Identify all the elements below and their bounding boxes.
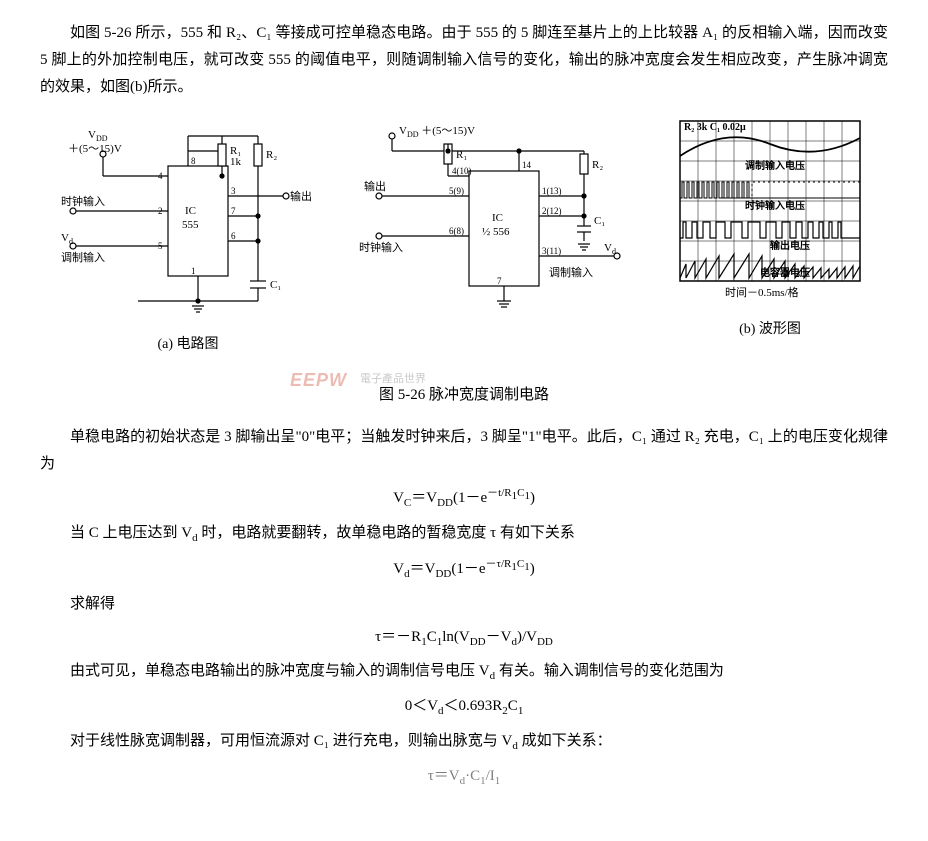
figure-a-caption: (a) 电路图 (157, 332, 218, 357)
svg-text:Vd: Vd (604, 242, 616, 256)
svg-text:1: 1 (191, 266, 196, 276)
svg-text:R₁: R₁ (456, 149, 467, 161)
paragraph-6: 对于线性脉宽调制器，可用恒流源对 C₁ 进行充电，则输出脉宽与 Vd 成如下关系… (40, 728, 888, 757)
svg-text:2(12): 2(12) (542, 206, 562, 216)
paragraph-4: 求解得 (40, 591, 888, 618)
svg-text:8: 8 (191, 156, 196, 166)
paragraph-2: 单稳电路的初始状态是 3 脚输出呈"0"电平；当触发时钟来后，3 脚呈"1"电平… (40, 424, 888, 478)
figures-row: VDD ＋(5～15)V R₁ 1k R₂ IC 555 时钟输入 Vd 调制输… (40, 116, 888, 357)
svg-text:14: 14 (522, 160, 532, 170)
r2-label: R₂ (266, 149, 277, 161)
formula-3: τ＝－R1C1ln(VDD－Vd)/VDD (40, 624, 888, 653)
formula-2: Vd＝VDD(1－e－τ/R1C1) (40, 555, 888, 585)
svg-text:IC: IC (492, 212, 503, 224)
r1-val: 1k (230, 156, 242, 168)
svg-text:调制输入: 调制输入 (549, 265, 593, 279)
paragraph-3: 当 C 上电压达到 Vd 时，电路就要翻转，故单稳电路的暂稳宽度 τ 有如下关系 (40, 520, 888, 549)
svg-text:5: 5 (158, 241, 163, 251)
svg-text:7: 7 (231, 206, 236, 216)
svg-text:7: 7 (497, 276, 502, 286)
circuit-b-svg: VDD ＋(5～15)V R₁ R₂ IC ½ 556 输出 时钟输入 调制输入… (354, 116, 634, 326)
svg-text:4: 4 (158, 171, 163, 181)
svg-text:4(10): 4(10) (452, 166, 472, 176)
main-figure-caption: EEPW 電子產品世界 图 5-26 脉冲宽度调制电路 (40, 382, 888, 409)
c1-label: C₁ (270, 279, 281, 291)
mod-in-label: 调制输入 (61, 250, 105, 264)
svg-text:6(8): 6(8) (449, 226, 464, 236)
figure-b-block: VDD ＋(5～15)V R₁ R₂ IC ½ 556 输出 时钟输入 调制输入… (354, 116, 634, 326)
ic-label1: IC (185, 205, 196, 217)
svg-text:R₂: R₂ (592, 159, 603, 171)
svg-text:电容器电压: 电容器电压 (760, 266, 810, 279)
figure-b-caption: (b) 波形图 (739, 317, 801, 342)
formula-5: τ＝Vd·C1/I1 (40, 763, 888, 792)
svg-text:2: 2 (158, 206, 163, 216)
svg-text:时钟输入: 时钟输入 (359, 240, 403, 254)
svg-text:5(9): 5(9) (449, 186, 464, 196)
svg-text:VDD ＋(5～15)V: VDD ＋(5～15)V (399, 125, 475, 139)
figure-waveform-block: R₂ 3k C₁ 0.02μ 调制输入电压 时钟输入电压 输出电压 电容器电压 … (670, 116, 870, 342)
svg-text:C₁: C₁ (594, 215, 605, 227)
figure-a-block: VDD ＋(5～15)V R₁ 1k R₂ IC 555 时钟输入 Vd 调制输… (58, 116, 318, 357)
waveform-svg: R₂ 3k C₁ 0.02μ 调制输入电压 时钟输入电压 输出电压 电容器电压 … (670, 116, 870, 311)
vd-label: Vd (61, 232, 73, 246)
svg-text:调制输入电压: 调制输入电压 (745, 159, 805, 172)
vdd-range: ＋(5～15)V (68, 143, 122, 155)
circuit-a-svg: VDD ＋(5～15)V R₁ 1k R₂ IC 555 时钟输入 Vd 调制输… (58, 116, 318, 326)
watermark-sub: 電子產品世界 (360, 370, 426, 390)
paragraph-5: 由式可见，单稳态电路输出的脉冲宽度与输入的调制信号电压 Vd 有关。输入调制信号… (40, 658, 888, 687)
svg-text:时钟输入电压: 时钟输入电压 (745, 199, 805, 212)
watermark-logo: EEPW (290, 364, 347, 396)
svg-text:6: 6 (231, 231, 236, 241)
formula-4: 0＜Vd＜0.693R2C1 (40, 693, 888, 722)
output-label: 输出 (290, 189, 312, 203)
svg-text:时间－0.5ms/格: 时间－0.5ms/格 (725, 285, 799, 299)
ic-label2: 555 (182, 219, 199, 231)
paragraph-1: 如图 5-26 所示，555 和 R₂、C₁ 等接成可控单稳态电路。由于 555… (40, 20, 888, 101)
svg-text:½ 556: ½ 556 (482, 226, 510, 238)
svg-text:3(11): 3(11) (542, 246, 561, 256)
svg-text:1(13): 1(13) (542, 186, 562, 196)
clock-in-label: 时钟输入 (61, 194, 105, 208)
svg-text:R₂ 3k C₁ 0.02μ: R₂ 3k C₁ 0.02μ (684, 122, 746, 133)
svg-text:输出: 输出 (364, 179, 386, 193)
formula-1: VC＝VDD(1－e－t/R1C1) (40, 484, 888, 514)
svg-text:输出电压: 输出电压 (770, 239, 810, 252)
svg-text:3: 3 (231, 186, 236, 196)
vdd-label: VDD (88, 129, 108, 143)
